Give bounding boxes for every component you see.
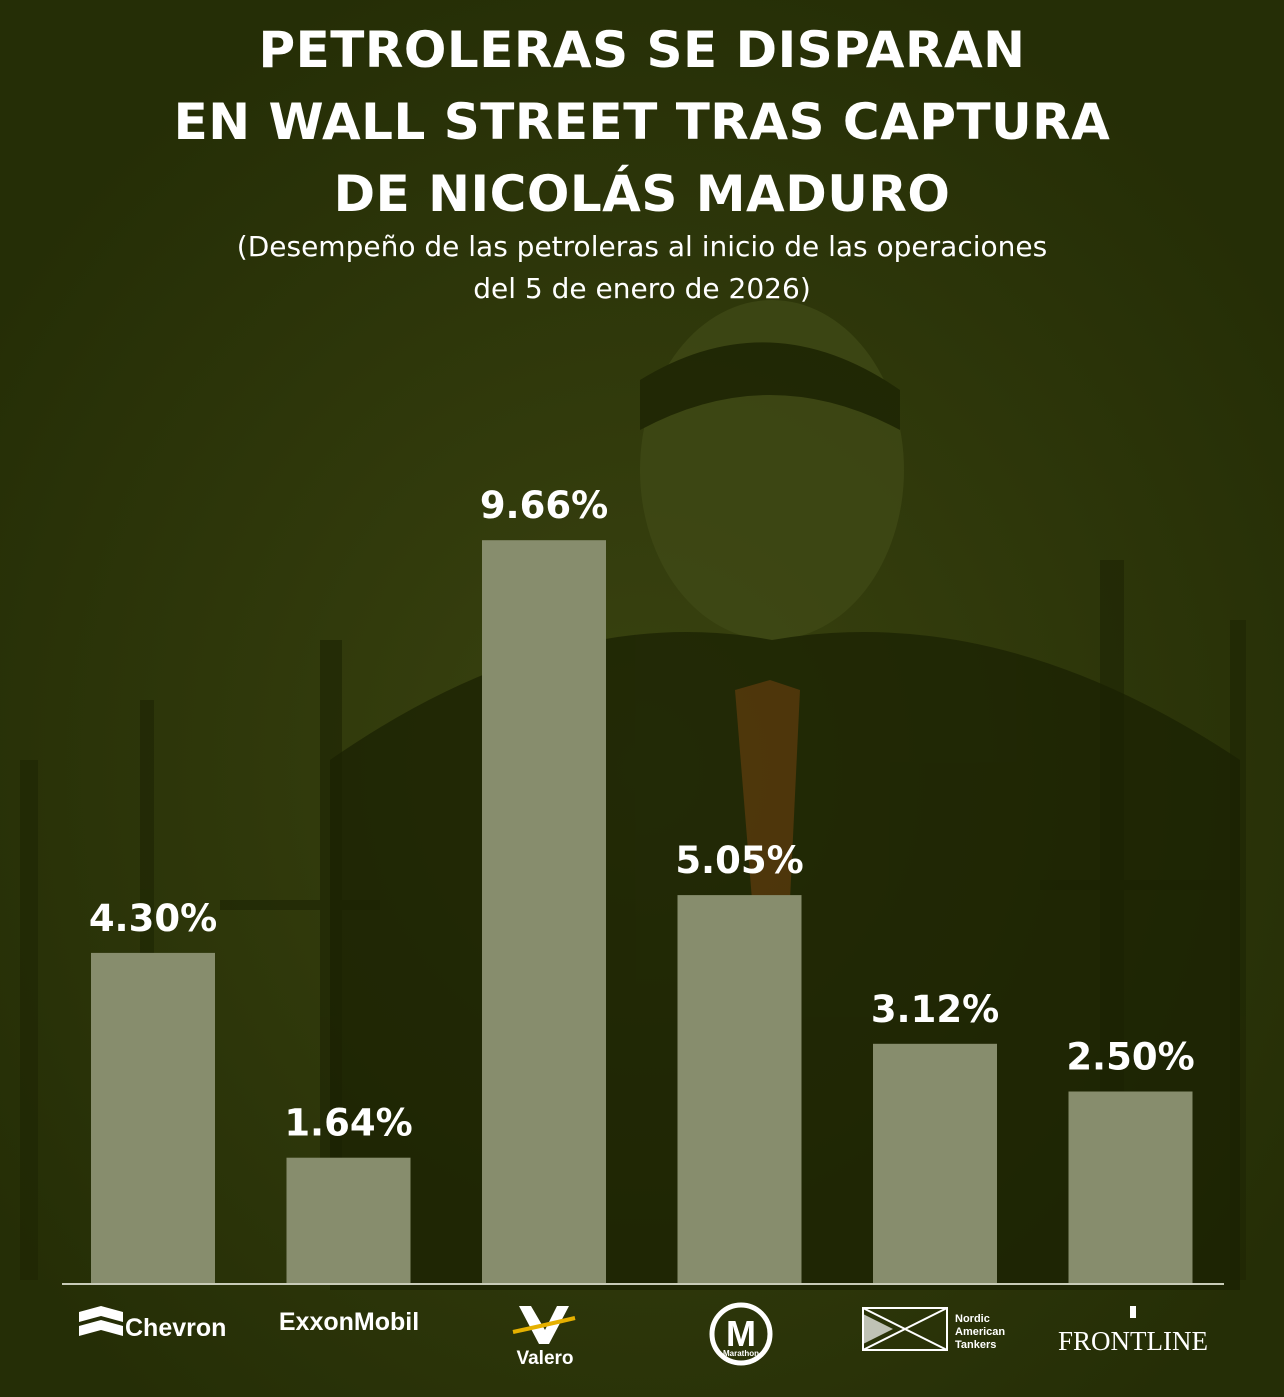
bar-chevron [91,952,215,1284]
value-label-frontline: 2.50% [1066,1036,1194,1079]
marathon-m-icon: M [726,1313,756,1354]
value-label-nordic-american-tankers: 3.12% [871,988,999,1031]
valero-v-icon [512,1306,576,1344]
value-label-chevron: 4.30% [89,897,217,940]
value-label-marathon: 5.05% [675,839,803,882]
bars-group [91,540,1193,1284]
value-labels-group: 4.30% 1.64% 9.66% 5.05% 3.12% 2.50% [89,484,1195,1144]
value-label-valero: 9.66% [480,484,608,527]
exxonmobil-logo-text: ExxonMobil [279,1308,419,1336]
chart-title: PETROLERAS SE DISPARAN EN WALL STREET TR… [0,14,1284,230]
title-line-2: EN WALL STREET TRAS CAPTURA [173,93,1111,151]
subtitle-line-2: del 5 de enero de 2026) [473,272,811,305]
marathon-logo: M Marathon [709,1302,773,1366]
valero-logo: Valero [512,1306,576,1369]
bar-exxonmobil [286,1157,411,1284]
nordic-american-tankers-logo: Nordic American Tankers [862,1307,1008,1351]
bar-nordic-american-tankers [873,1043,997,1284]
chevron-logo-text: Chevron [125,1314,226,1342]
marathon-logo-text: Marathon [723,1349,759,1358]
chevron-logo: Chevron [79,1306,226,1342]
chart-subtitle: (Desempeño de las petroleras al inicio d… [0,226,1284,310]
exxonmobil-logo: ExxonMobil [279,1308,419,1336]
marathon-circle-icon [709,1302,773,1366]
bar-marathon [677,895,802,1284]
title-line-1: PETROLERAS SE DISPARAN [258,21,1026,79]
frontline-logo: FRONTLINE [1058,1306,1208,1356]
valero-logo-text: Valero [516,1348,573,1369]
title-line-3: DE NICOLÁS MADURO [333,165,951,223]
chevron-icon [79,1306,123,1336]
bar-frontline [1068,1091,1193,1284]
nat-flag-icon [862,1307,948,1351]
subtitle-line-1: (Desempeño de las petroleras al inicio d… [236,230,1048,263]
nat-logo-text: Nordic American Tankers [955,1313,1008,1351]
frontline-logo-text: FRONTLINE [1058,1326,1208,1356]
value-label-exxonmobil: 1.64% [284,1102,412,1145]
frontline-flag-icon [1130,1306,1136,1318]
bar-valero [482,540,606,1284]
